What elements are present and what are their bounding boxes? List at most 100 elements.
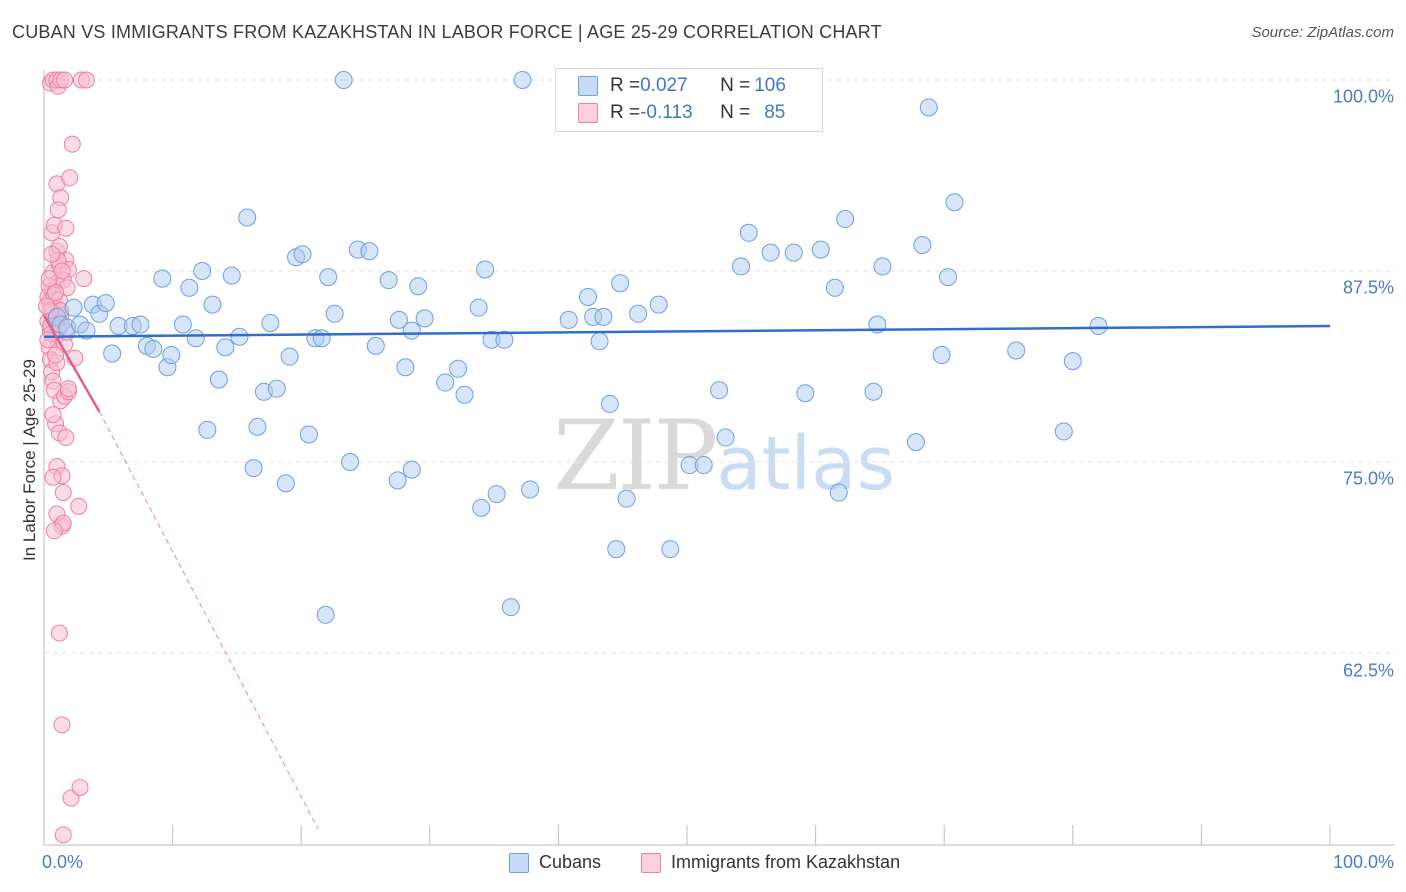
- cubans-point: [366, 336, 385, 355]
- cubans-point: [299, 425, 318, 444]
- kazakhstan-trend-line: [42, 314, 101, 413]
- cubans-point: [864, 382, 883, 401]
- cubans-point: [796, 384, 815, 403]
- cubans-point: [173, 315, 192, 334]
- legend-r-value: 0.027: [640, 75, 688, 96]
- cubans-point: [209, 370, 228, 389]
- cubans-point: [180, 278, 199, 297]
- cubans-point: [77, 321, 96, 340]
- legend-r-value: -0.113: [640, 102, 693, 123]
- cubans-point: [939, 268, 958, 287]
- kazakhstan-point: [70, 497, 88, 515]
- cubans-point: [216, 338, 235, 357]
- cubans-point: [617, 489, 636, 508]
- kazakhstan-point: [56, 71, 74, 89]
- cubans-point: [836, 210, 855, 229]
- cubans-point: [590, 332, 609, 351]
- cubans-point: [449, 359, 468, 378]
- cubans-point: [732, 257, 751, 276]
- legend-r-label: R =: [610, 102, 641, 123]
- cubans-point: [873, 257, 892, 276]
- legend-n-value: 85: [764, 102, 786, 123]
- legend-r-label: R =: [610, 75, 641, 96]
- cubans-point: [1089, 317, 1108, 336]
- bottom-legend-swatch-cubans: [509, 852, 529, 873]
- cubans-point: [600, 394, 619, 413]
- y-tick-label: 62.5%: [1342, 660, 1394, 681]
- kazakhstan-point: [38, 297, 56, 315]
- watermark: ZIPatlas: [553, 400, 895, 512]
- cubans-point: [248, 417, 267, 436]
- cubans-point: [1054, 422, 1073, 441]
- cubans-point: [455, 385, 474, 404]
- bottom-legend-kazakhstan: Immigrants from Kazakhstan: [641, 852, 900, 873]
- cubans-point: [629, 304, 648, 323]
- kazakhstan-point: [53, 262, 71, 280]
- cubans-point: [389, 310, 408, 329]
- cubans-point: [559, 310, 578, 329]
- kazakhstan-point: [57, 219, 75, 237]
- cubans-point: [521, 480, 540, 499]
- source-label: Source: ZipAtlas.com: [1251, 24, 1394, 41]
- cubans-point: [694, 456, 713, 475]
- y-tick-label: 100.0%: [1332, 86, 1394, 107]
- bottom-legend-label-kazakhstan: Immigrants from Kazakhstan: [671, 852, 901, 872]
- kazakhstan-point: [44, 406, 62, 424]
- cubans-point: [472, 498, 491, 517]
- cubans-point: [293, 245, 312, 264]
- kazakhstan-point: [77, 71, 95, 89]
- cubans-point: [402, 460, 421, 479]
- legend-row-cubans: R = 0.027 N = 106: [578, 74, 786, 98]
- cubans-point: [495, 330, 514, 349]
- watermark-atlas: atlas: [716, 421, 896, 507]
- cubans-point: [396, 358, 415, 377]
- kazakhstan-point: [47, 346, 65, 364]
- kazakhstan-point: [45, 522, 63, 540]
- bottom-legend-swatch-kazakhstan: [641, 852, 661, 873]
- cubans-point: [379, 271, 398, 290]
- cubans-point: [103, 344, 122, 363]
- legend-n-label: N =: [720, 75, 751, 96]
- cubans-point: [388, 471, 407, 490]
- cubans-point: [316, 605, 335, 624]
- kazakhstan-points: [38, 71, 95, 844]
- kazakhstan-point: [54, 484, 72, 502]
- cubans-point: [360, 242, 379, 261]
- cubans-point: [276, 474, 295, 493]
- cubans-point: [825, 278, 844, 297]
- legend-n-value: 106: [754, 75, 786, 96]
- cubans-point: [144, 339, 163, 358]
- cubans-point: [319, 268, 338, 287]
- cubans-point: [513, 71, 532, 89]
- legend-swatch-cubans: [578, 76, 598, 96]
- cubans-point: [487, 485, 506, 504]
- kazakhstan-point: [50, 624, 68, 642]
- y-axis-label: In Labor Force | Age 25-29: [20, 359, 39, 561]
- chart-title: CUBAN VS IMMIGRANTS FROM KAZAKHSTAN IN L…: [12, 22, 882, 42]
- kazakhstan-point: [53, 716, 71, 734]
- cubans-point: [945, 193, 964, 212]
- kazakhstan-point: [54, 826, 72, 844]
- cubans-point: [186, 329, 205, 348]
- cubans-point: [193, 262, 212, 280]
- kazakhstan-point: [63, 135, 81, 153]
- cubans-point: [716, 428, 735, 447]
- cubans-point: [710, 381, 729, 400]
- cubans-point: [594, 307, 613, 326]
- cubans-point: [784, 243, 803, 262]
- cubans-point: [261, 313, 280, 332]
- kazakhstan-point: [59, 380, 77, 398]
- cubans-trend-line: [43, 324, 1331, 338]
- kazakhstan-point: [71, 778, 89, 796]
- kazakhstan-point: [49, 201, 67, 219]
- kazakhstan-point: [57, 429, 75, 447]
- legend-row-kazakhstan: R = -0.113 N = 85: [578, 101, 785, 125]
- cubans-point: [312, 329, 331, 348]
- cubans-point: [280, 347, 299, 366]
- correlation-legend: R = 0.027 N = 106 R = -0.113 N = 85: [555, 68, 823, 132]
- cubans-point: [469, 298, 488, 317]
- y-tick-label: 87.5%: [1342, 277, 1394, 298]
- x-tick-label-max: 100.0%: [1332, 852, 1394, 872]
- axes: [43, 70, 1395, 846]
- cubans-point: [198, 420, 217, 439]
